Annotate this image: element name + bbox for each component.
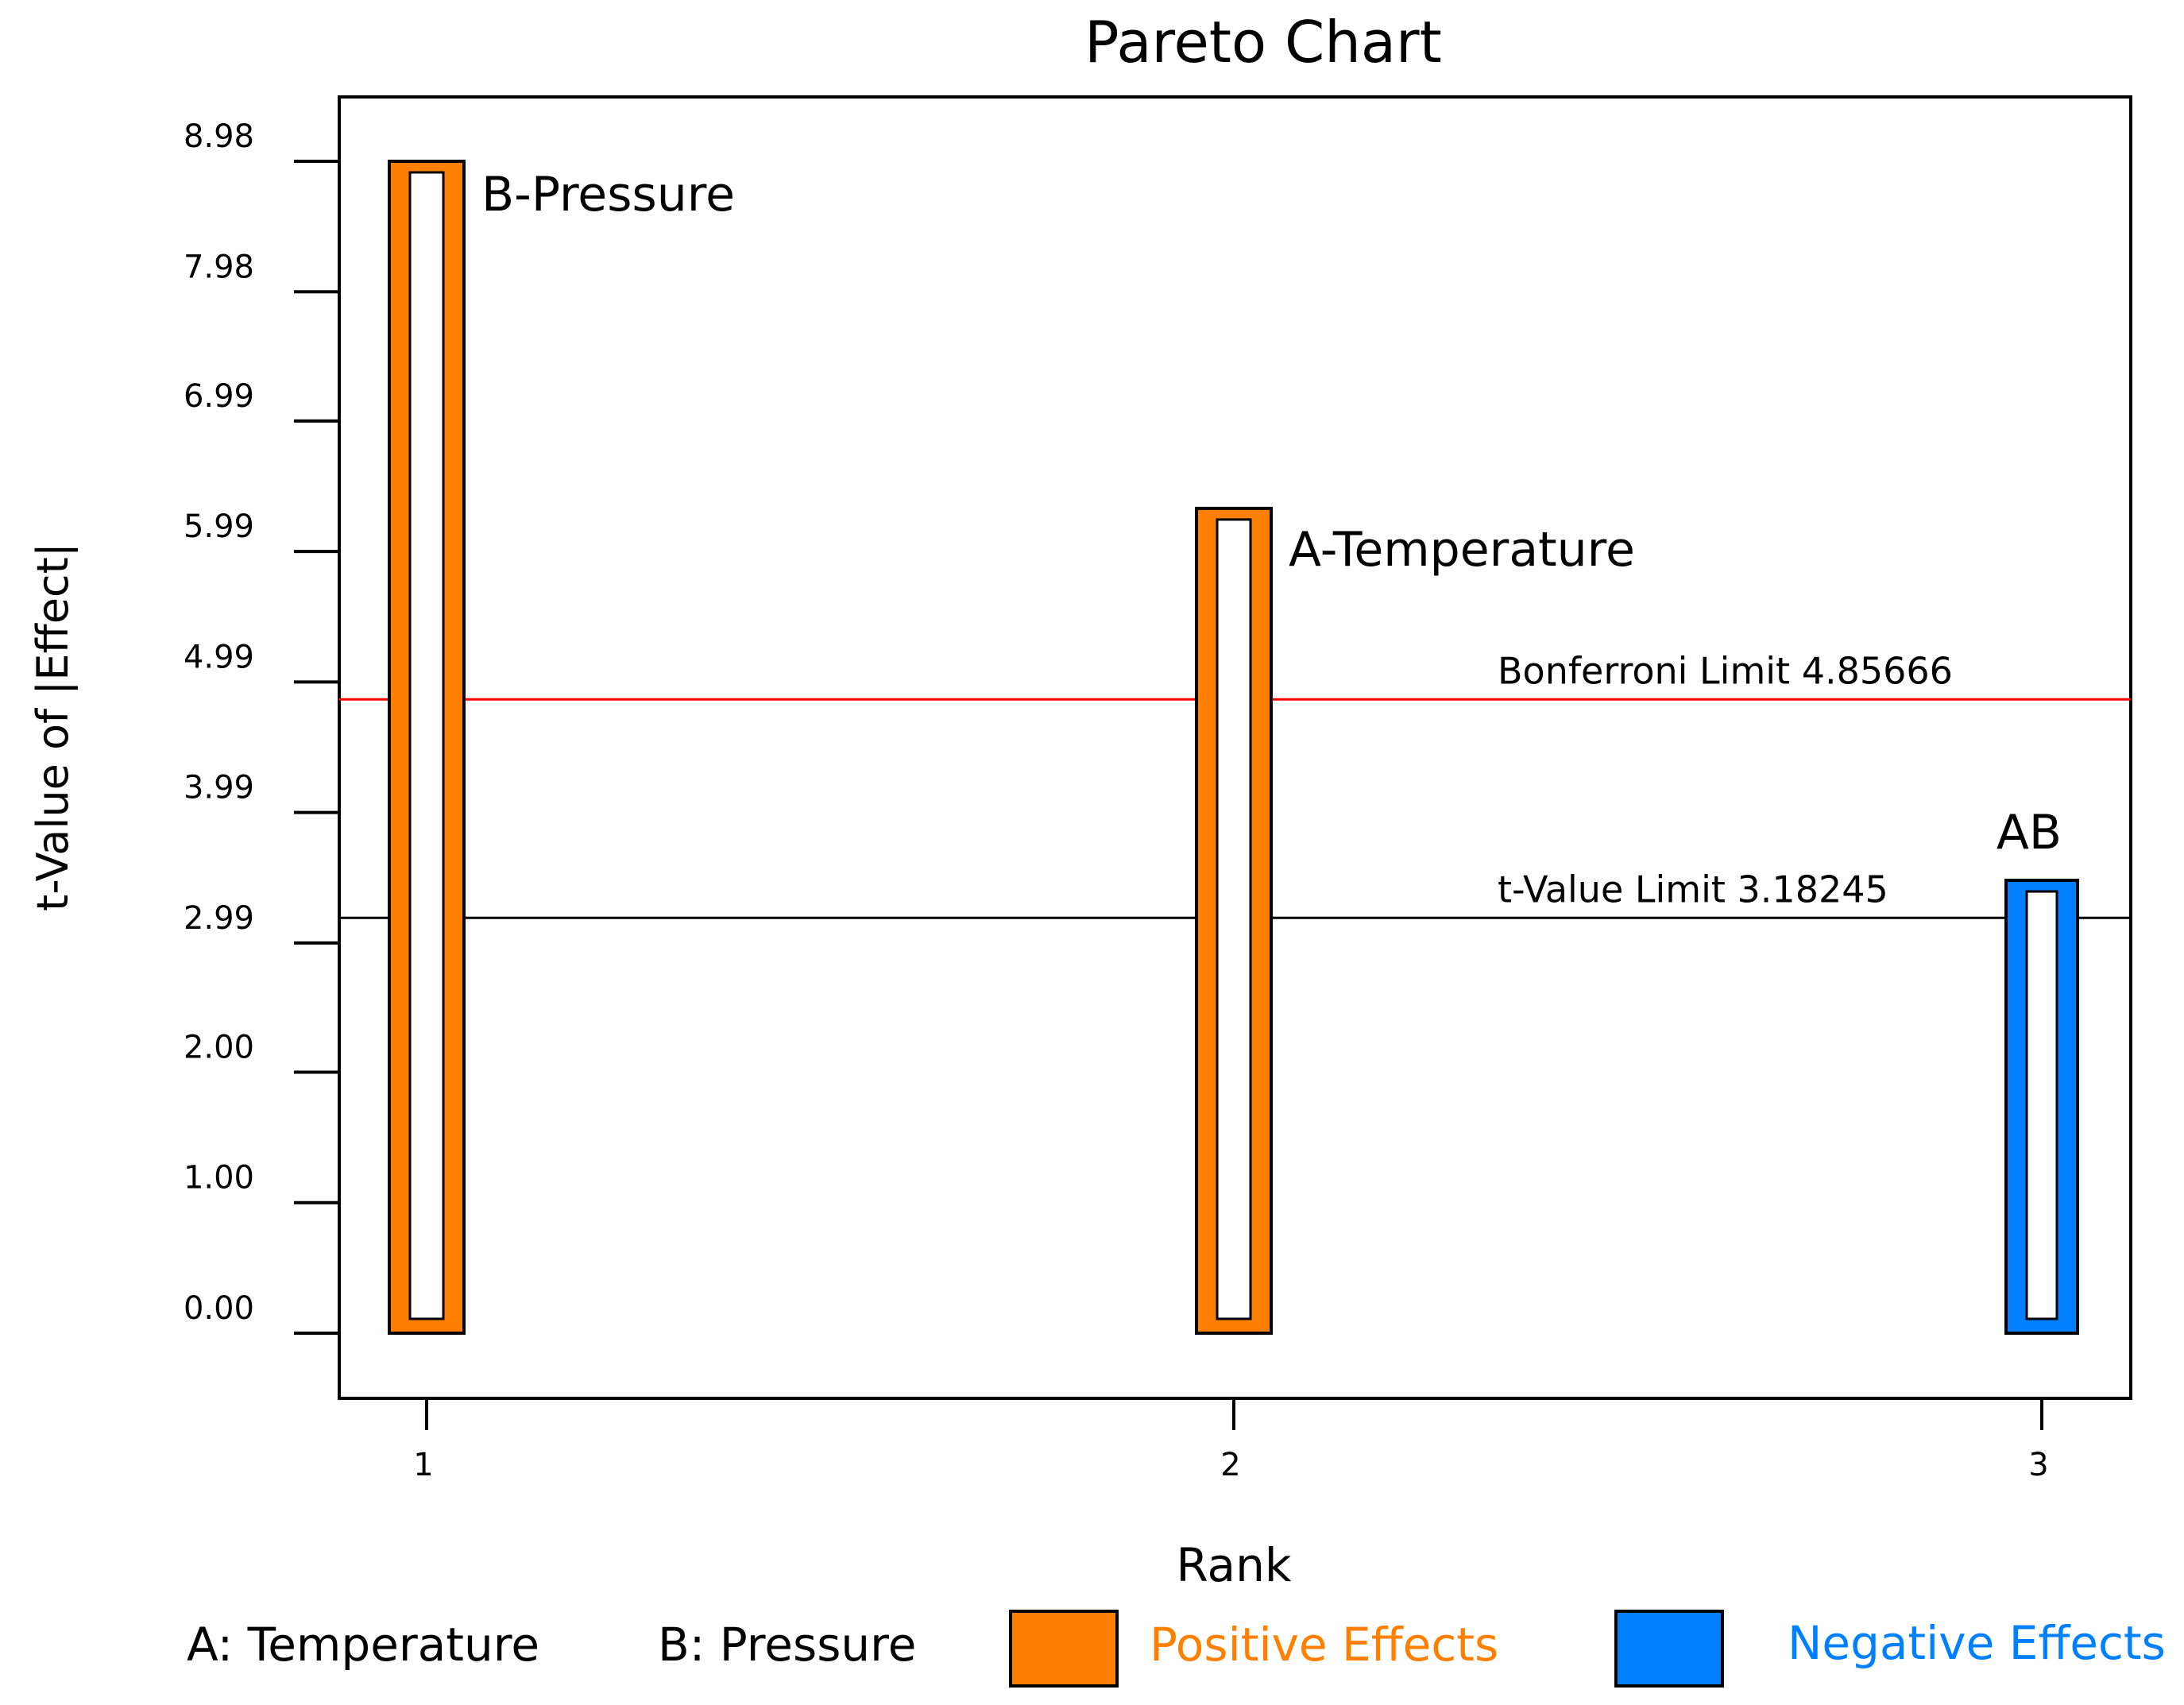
t-value-limit-label: t-Value Limit 3.18245 [1498,868,1888,910]
bar-inner-rank-3 [2025,890,2058,1320]
bar-label-rank-1: B-Pressure [481,167,735,222]
bar-inner-rank-1 [408,171,445,1320]
bar-inner-rank-2 [1216,518,1252,1320]
bars: B-Pressure A-Temperature AB [388,160,2079,1335]
legend-negative-swatch [1614,1610,1724,1688]
y-tick-label: 8.98 [184,118,254,155]
y-tick-label: 6.99 [184,378,254,415]
legend-factor-a: A: Temperature [187,1618,539,1672]
legend: A: Temperature B: Pressure Positive Effe… [187,1610,2166,1688]
y-tick-label: 7.98 [184,249,254,285]
y-tick-label: 5.99 [184,508,254,545]
bonferroni-limit-label: Bonferroni Limit 4.85666 [1498,649,1953,692]
y-tick-label: 3.99 [184,770,254,806]
legend-negative-label: Negative Effects [1788,1616,2166,1670]
legend-positive-swatch [1009,1610,1119,1688]
x-tick-label: 3 [2028,1447,2048,1483]
legend-positive-label: Positive Effects [1150,1618,1498,1672]
y-tick-label: 4.99 [184,639,254,675]
x-axis: 1 2 3 [413,1398,2049,1483]
x-tick-label: 1 [413,1447,433,1483]
y-tick-label: 1.00 [184,1160,254,1197]
bar-label-rank-2: A-Temperature [1289,522,1635,578]
y-axis: 0.00 1.00 2.00 2.99 3.99 4.99 5.99 6.99 7.98 8.98 [184,118,339,1335]
y-tick-label: 2.99 [184,900,254,937]
y-tick-label: 2.00 [184,1029,254,1065]
y-axis-label: t-Value of |Effect| [28,543,78,911]
x-axis-label: Rank [1177,1538,1292,1592]
legend-factor-b: B: Pressure [658,1618,916,1672]
bar-label-rank-3: AB [1997,805,2062,860]
y-tick-label: 0.00 [184,1290,254,1327]
chart-title: Pareto Chart [1084,9,1442,75]
x-tick-label: 2 [1220,1447,1240,1483]
